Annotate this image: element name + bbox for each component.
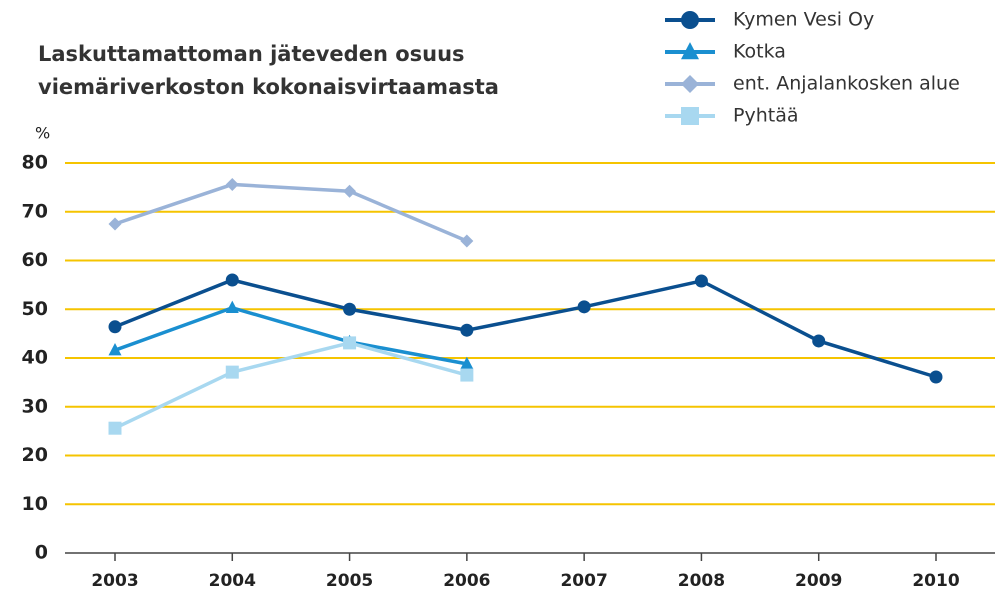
y-tick-label: 20 xyxy=(22,444,48,466)
y-tick-label: 10 xyxy=(22,493,48,515)
marker xyxy=(929,370,943,384)
marker xyxy=(343,184,357,198)
x-tick-label: 2010 xyxy=(912,571,959,591)
series-line xyxy=(114,278,937,379)
x-tick-label: 2008 xyxy=(678,571,725,591)
y-tick-label: 50 xyxy=(22,298,48,320)
marker xyxy=(225,273,239,287)
legend-label: Pyhtää xyxy=(733,105,798,127)
x-tick-label: 2007 xyxy=(560,571,607,591)
y-tick-label: 0 xyxy=(35,542,48,564)
x-tick-label: 2003 xyxy=(91,571,138,591)
marker xyxy=(225,365,239,379)
marker xyxy=(694,274,708,288)
marker xyxy=(681,42,699,60)
legend-label: ent. Anjalankosken alue xyxy=(733,73,960,95)
marker xyxy=(343,302,357,316)
marker xyxy=(681,75,699,93)
marker xyxy=(460,234,474,248)
marker xyxy=(225,300,239,313)
marker xyxy=(460,323,474,337)
marker xyxy=(108,320,122,334)
marker xyxy=(681,107,699,125)
marker xyxy=(225,177,239,191)
legend-label: Kymen Vesi Oy xyxy=(733,9,874,31)
y-tick-label: 60 xyxy=(22,249,48,271)
y-tick-label: 30 xyxy=(22,395,48,417)
marker xyxy=(460,368,474,382)
marker xyxy=(460,356,474,370)
x-tick-label: 2005 xyxy=(326,571,373,591)
series-line xyxy=(114,341,468,430)
marker xyxy=(343,336,357,350)
x-tick-label: 2006 xyxy=(443,571,490,591)
marker xyxy=(108,421,122,435)
chart-title: viemäriverkoston kokonaisvirtaamasta xyxy=(38,75,499,99)
x-tick-label: 2009 xyxy=(795,571,842,591)
series-line xyxy=(114,182,468,243)
marker xyxy=(577,300,591,314)
marker xyxy=(812,334,826,348)
series-line xyxy=(114,305,468,366)
y-tick-label: 70 xyxy=(22,200,48,222)
y-axis-label: % xyxy=(35,124,50,143)
chart-title: Laskuttamattoman jäteveden osuus xyxy=(38,42,465,66)
x-tick-label: 2004 xyxy=(209,571,256,591)
marker xyxy=(681,11,699,29)
y-tick-label: 80 xyxy=(22,152,48,174)
y-tick-label: 40 xyxy=(22,347,48,369)
marker xyxy=(108,343,122,356)
legend-label: Kotka xyxy=(733,41,786,63)
marker xyxy=(108,217,122,231)
